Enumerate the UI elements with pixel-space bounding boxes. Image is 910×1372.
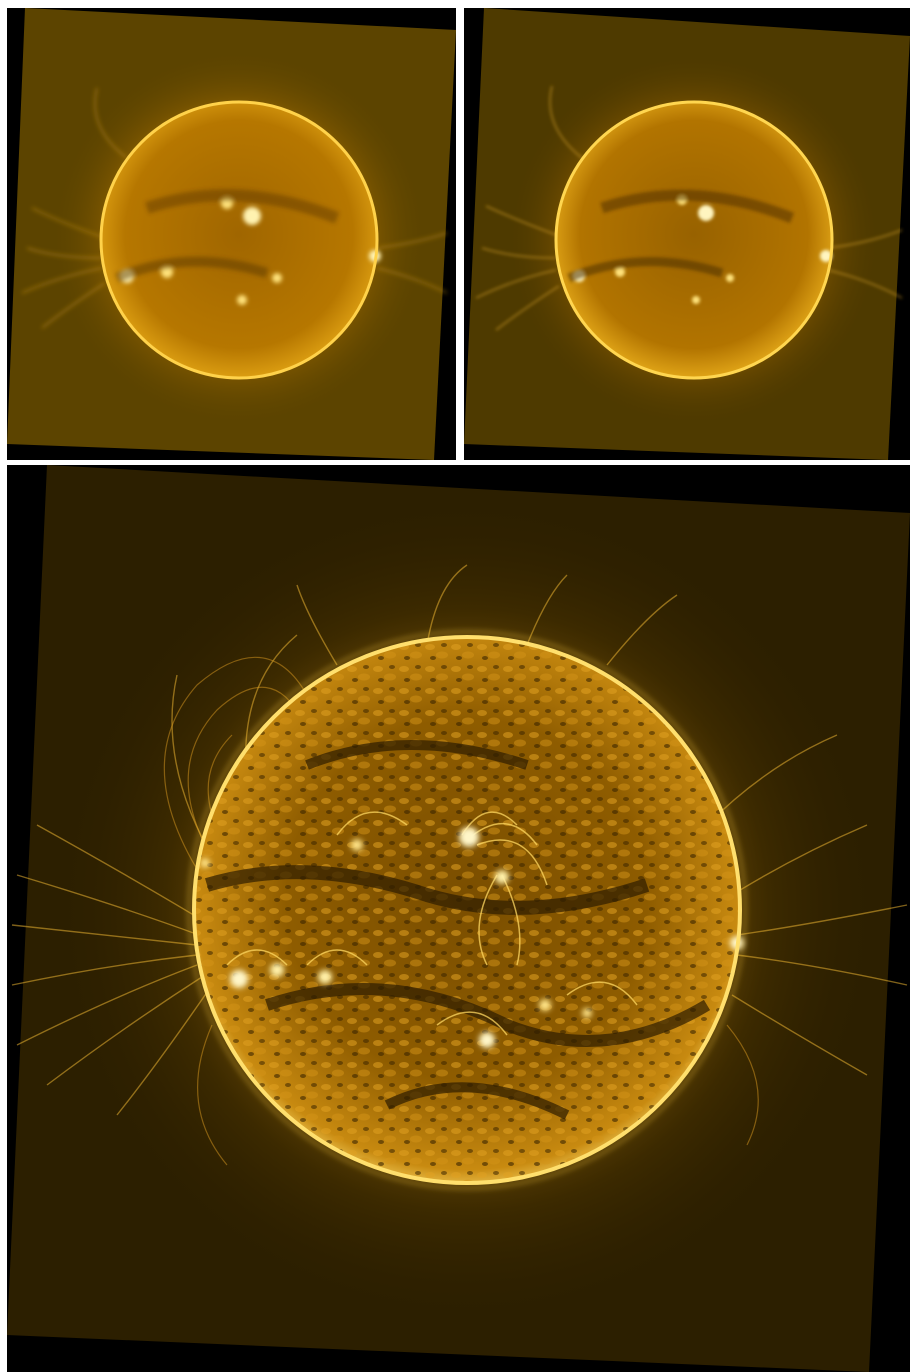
coronal-rays [11, 564, 908, 1116]
coronal-rays [21, 87, 448, 329]
sun-disk [556, 102, 832, 378]
coronal-rays [475, 85, 903, 331]
sun-limb [554, 100, 834, 380]
sun-disk [101, 102, 377, 378]
sun-image-bottom-svg [7, 465, 910, 1372]
sun-image-top-left-svg [7, 8, 456, 460]
sun-limb [192, 635, 742, 1185]
sun-image-top-right-svg [464, 8, 910, 460]
coronal-loops [163, 656, 759, 1166]
limb-glow [187, 630, 747, 1190]
sun-image-top-left [7, 8, 456, 460]
disk-filaments [204, 740, 711, 1120]
sun-image-bottom [7, 465, 910, 1372]
sun-limb [99, 100, 379, 380]
active-regions [200, 827, 744, 1048]
active-regions [115, 189, 381, 305]
active-regions [567, 189, 832, 304]
sun-image-top-right [464, 8, 910, 460]
